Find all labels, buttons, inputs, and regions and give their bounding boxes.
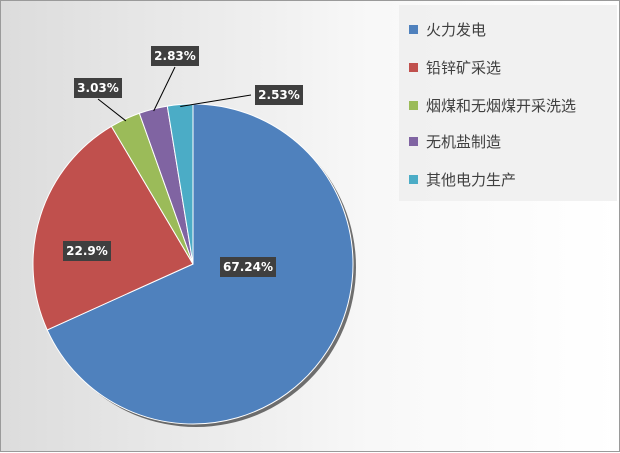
data-label: 2.83% [151, 46, 199, 66]
data-label-bg [255, 85, 303, 105]
data-label-text: 67.24% [223, 260, 273, 274]
legend-label: 无机盐制造 [426, 132, 502, 151]
legend-label: 火力发电 [426, 20, 487, 39]
legend-item: 无机盐制造 [409, 131, 501, 151]
data-label-bg [74, 78, 122, 98]
data-label-text: 2.83% [154, 49, 196, 63]
legend-item: 铅锌矿采选 [409, 57, 501, 77]
legend: 火力发电 铅锌矿采选 烟煤和无烟煤开采洗选 无机盐制造 其他电力生产 [399, 5, 617, 201]
leader-line [153, 66, 176, 112]
leader-line [180, 94, 252, 108]
legend-swatch [409, 24, 418, 34]
data-label-bg [63, 241, 111, 261]
data-label: 3.03% [74, 78, 122, 98]
legend-swatch [409, 174, 418, 184]
data-label: 67.24% [220, 257, 276, 277]
data-label-text: 3.03% [77, 81, 119, 95]
legend-label: 烟煤和无烟煤开采洗选 [426, 96, 577, 115]
leader-line [97, 98, 127, 122]
data-label: 2.53% [255, 85, 303, 105]
data-label: 22.9% [63, 241, 111, 261]
legend-swatch [409, 62, 418, 72]
data-label-text: 22.9% [66, 244, 108, 258]
data-label-bg [151, 46, 199, 66]
pie-slice [46, 103, 354, 425]
pie-slice [32, 125, 194, 331]
legend-label: 铅锌矿采选 [426, 58, 502, 77]
legend-swatch [409, 136, 418, 146]
legend-swatch [409, 100, 418, 110]
data-label-bg [220, 257, 276, 277]
legend-item: 其他电力生产 [409, 169, 516, 189]
data-label-text: 2.53% [258, 88, 300, 102]
legend-label: 其他电力生产 [426, 170, 517, 189]
legend-item: 火力发电 [409, 19, 486, 39]
legend-item: 烟煤和无烟煤开采洗选 [409, 95, 576, 115]
